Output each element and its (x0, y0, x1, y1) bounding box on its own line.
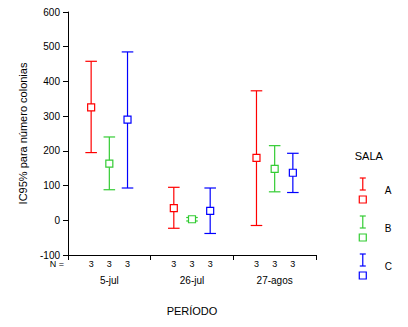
svg-text:IC95% para número colonias: IC95% para número colonias (17, 62, 29, 204)
svg-text:3: 3 (272, 259, 277, 269)
svg-text:0: 0 (54, 215, 60, 226)
svg-text:B: B (385, 223, 392, 234)
svg-text:27-agos: 27-agos (257, 275, 293, 286)
svg-text:600: 600 (43, 7, 60, 18)
svg-text:3: 3 (107, 259, 112, 269)
svg-text:3: 3 (189, 259, 194, 269)
svg-text:3: 3 (208, 259, 213, 269)
svg-text:26-jul: 26-jul (180, 275, 204, 286)
svg-text:SALA: SALA (355, 150, 384, 162)
svg-text:200: 200 (43, 145, 60, 156)
svg-text:500: 500 (43, 41, 60, 52)
svg-text:400: 400 (43, 76, 60, 87)
svg-text:100: 100 (43, 180, 60, 191)
svg-text:3: 3 (171, 259, 176, 269)
svg-text:5-jul: 5-jul (100, 275, 119, 286)
svg-text:3: 3 (254, 259, 259, 269)
svg-text:N =: N = (50, 259, 64, 269)
svg-text:300: 300 (43, 111, 60, 122)
svg-text:-100: -100 (40, 249, 60, 261)
svg-text:C: C (385, 261, 392, 272)
svg-text:PERÍODO: PERÍODO (167, 305, 218, 317)
svg-text:3: 3 (89, 259, 94, 269)
svg-text:3: 3 (125, 259, 130, 269)
svg-text:3: 3 (290, 259, 295, 269)
svg-text:A: A (385, 185, 392, 196)
